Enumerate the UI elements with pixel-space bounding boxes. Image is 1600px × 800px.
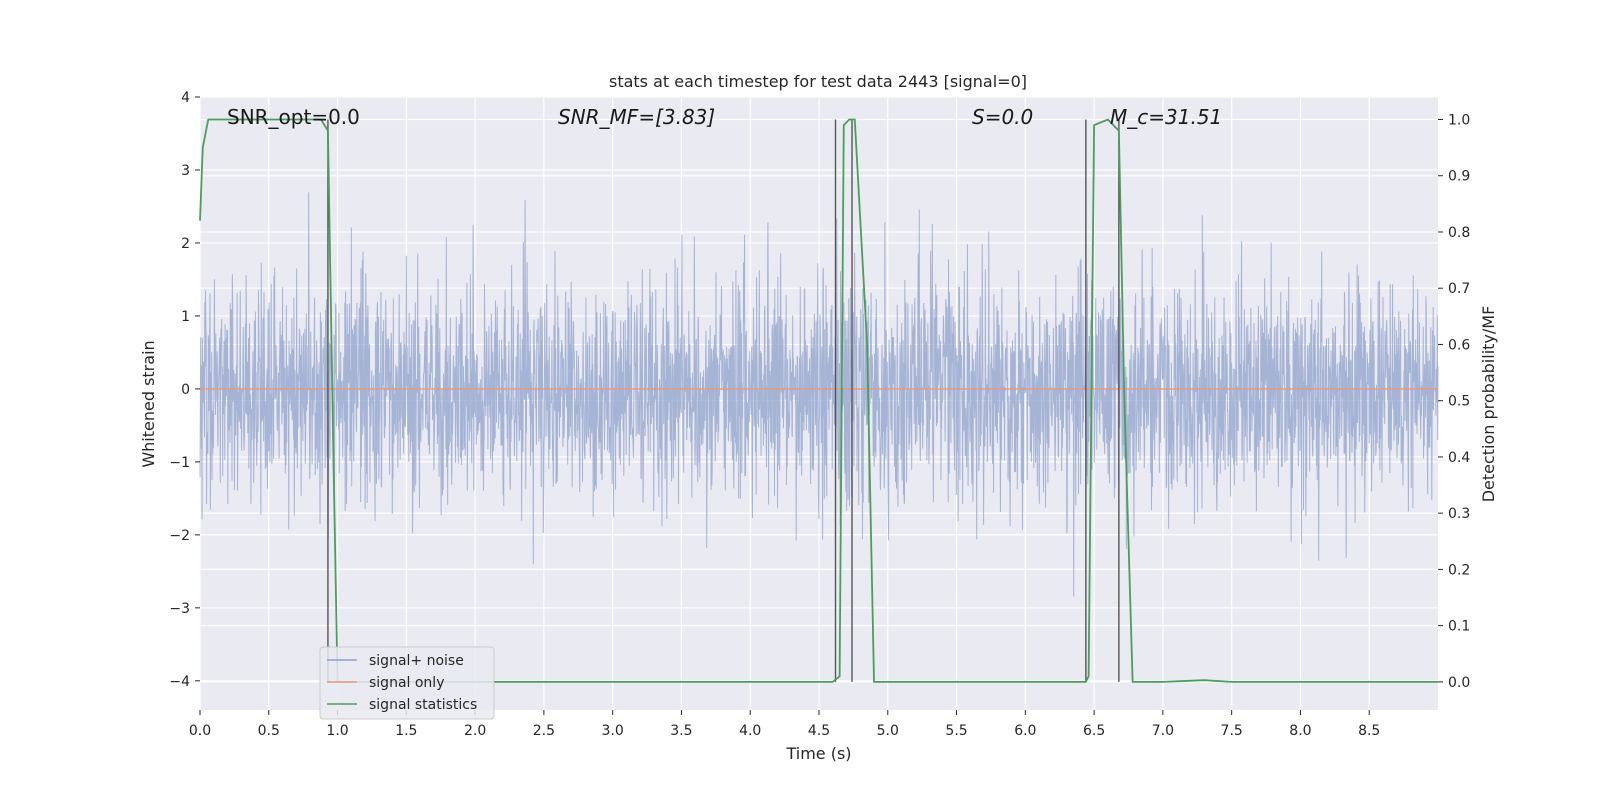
annotation-snr-opt: SNR_opt=0.0: [227, 105, 360, 129]
y2-tick-label: 0.9: [1448, 169, 1470, 185]
y2-axis-label: Detection probability/MF: [1479, 306, 1498, 503]
annotation-mc: M_c=31.51: [1110, 105, 1222, 129]
y2-tick-label: 0.1: [1448, 619, 1470, 635]
y2-tick-label: 0.6: [1448, 337, 1470, 353]
detection-lines: [327, 119, 1120, 682]
series-signal-noise: [199, 192, 1439, 597]
y2-tick-label: 0.5: [1448, 394, 1470, 410]
x-tick-label: 7.5: [1221, 723, 1243, 739]
annotation-snr-mf: SNR_MF=[3.83]: [558, 105, 715, 129]
y-tick-label: −1: [169, 455, 190, 471]
x-axis-label: Time (s): [785, 744, 851, 763]
legend-box: [319, 646, 495, 720]
signal-statistics-line: [199, 118, 1438, 683]
series-signal-statistics: [199, 118, 1438, 683]
y-tick-label: 4: [181, 90, 190, 106]
x-tick-label: 4.0: [739, 723, 761, 739]
y2-tick-label: 0.4: [1448, 450, 1470, 466]
annotation-s: S=0.0: [972, 105, 1033, 129]
x-tick-label: 1.5: [395, 723, 417, 739]
x-tick-label: 5.0: [877, 723, 899, 739]
x-tick-label: 5.5: [945, 723, 967, 739]
y-tick-label: −2: [169, 528, 190, 544]
y-tick-label: 1: [181, 309, 190, 325]
x-tick-label: 2.5: [533, 723, 555, 739]
y2-tick-label: 0.7: [1448, 281, 1470, 297]
y-tick-label: −3: [169, 601, 190, 617]
x-tick-label: 8.0: [1289, 723, 1311, 739]
y-tick-label: −4: [169, 674, 190, 690]
y2-tick-label: 0.2: [1448, 562, 1470, 578]
y-axis-ticks: 4 3 2 1 0 −1 −2 −3 −4: [169, 90, 200, 690]
y2-axis-ticks: 1.0 0.9 0.8 0.7 0.6 0.5 0.4 0.3 0.2 0.1 0.0: [1438, 112, 1470, 691]
x-tick-label: 1.0: [326, 723, 348, 739]
x-tick-label: 3.0: [602, 723, 624, 739]
x-tick-label: 2.0: [464, 723, 486, 739]
legend: signal+ noise signal only signal statist…: [319, 646, 495, 720]
chart-title: stats at each timestep for test data 244…: [609, 72, 1027, 91]
y2-tick-label: 0.0: [1448, 675, 1470, 691]
legend-label-signal-statistics: signal statistics: [369, 697, 477, 713]
y-tick-label: 0: [181, 382, 190, 398]
legend-label-signal-noise: signal+ noise: [369, 653, 464, 669]
x-tick-label: 8.5: [1358, 723, 1380, 739]
x-tick-label: 6.5: [1083, 723, 1105, 739]
x-tick-label: 0.5: [258, 723, 280, 739]
signal-noise-line: [199, 192, 1439, 597]
x-tick-label: 4.5: [808, 723, 830, 739]
legend-label-signal-only: signal only: [369, 675, 444, 691]
x-tick-label: 0.0: [189, 723, 211, 739]
y-tick-label: 3: [181, 163, 190, 179]
y2-tick-label: 1.0: [1448, 112, 1470, 128]
x-tick-label: 6.0: [1014, 723, 1036, 739]
x-tick-label: 7.0: [1152, 723, 1174, 739]
y-axis-label: Whitened strain: [139, 340, 158, 467]
x-tick-label: 3.5: [670, 723, 692, 739]
y-tick-label: 2: [181, 236, 190, 252]
y2-tick-label: 0.8: [1448, 225, 1470, 241]
y2-tick-label: 0.3: [1448, 506, 1470, 522]
grid: [199, 96, 1438, 710]
x-axis-ticks: 0.0 0.5 1.0 1.5 2.0 2.5 3.0 3.5 4.0 4.5 5.0 5.5 6.0 6…: [189, 710, 1380, 739]
